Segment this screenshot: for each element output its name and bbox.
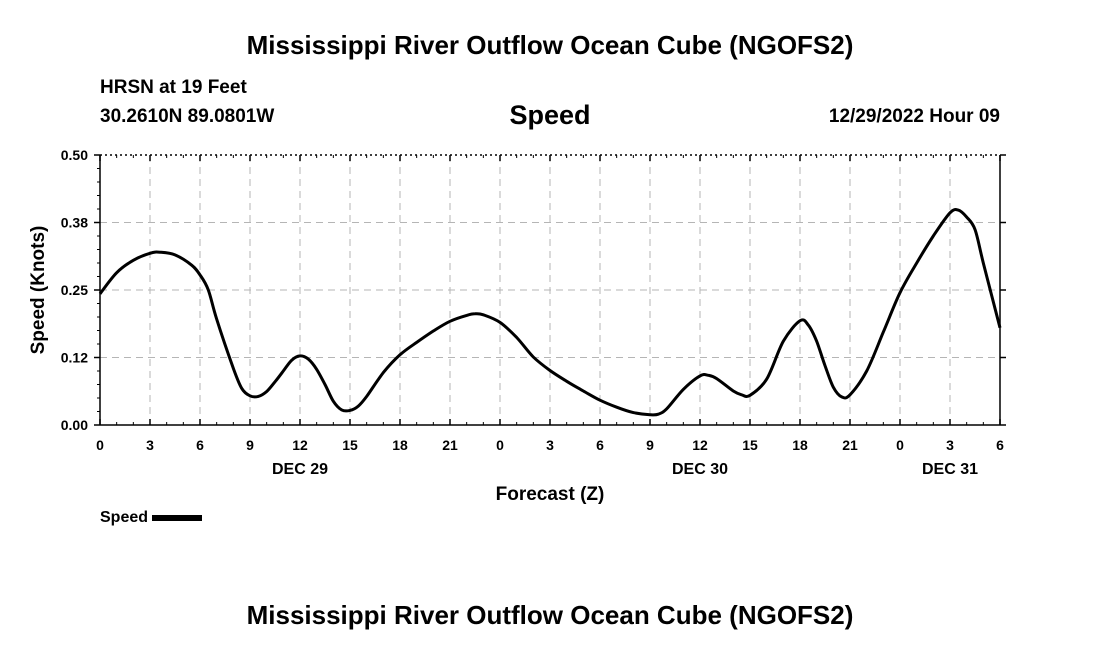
x-tick-label: 18 [792, 437, 808, 453]
y-tick-label: 0.00 [61, 417, 88, 433]
y-tick-label: 0.12 [61, 350, 88, 366]
x-tick-label: 9 [246, 437, 254, 453]
x-tick-label: 18 [392, 437, 408, 453]
x-tick-label: 15 [342, 437, 358, 453]
y-tick-label: 0.25 [61, 282, 88, 298]
x-tick-label: 0 [96, 437, 104, 453]
x-tick-label: 12 [692, 437, 708, 453]
date-label: DEC 31 [922, 461, 978, 478]
x-tick-label: 9 [646, 437, 654, 453]
station-coordinates: 30.2610N 89.0801W [100, 106, 275, 127]
y-tick-label: 0.50 [61, 147, 88, 163]
y-axis-label: Speed (Knots) [28, 226, 49, 355]
legend: Speed [100, 509, 203, 527]
x-tick-label: 3 [146, 437, 154, 453]
forecast-timestamp: 12/29/2022 Hour 09 [828, 106, 1000, 127]
station-name: HRSN at 19 Feet [100, 77, 247, 98]
legend-label: Speed [100, 509, 149, 526]
chart-subtitle: Speed [509, 100, 591, 130]
x-tick-label: 12 [292, 437, 308, 453]
legend-line-swatch [152, 515, 203, 521]
x-tick-label: 6 [196, 437, 204, 453]
speed-series-line [98, 208, 1002, 417]
x-axis-label: Forecast (Z) [496, 484, 605, 505]
x-tick-label: 0 [496, 437, 504, 453]
x-tick-label: 6 [996, 437, 1004, 453]
chart-title: Mississippi River Outflow Ocean Cube (NG… [246, 30, 854, 60]
x-tick-label: 6 [596, 437, 604, 453]
y-tick-label: 0.38 [61, 215, 88, 231]
x-tick-label: 3 [946, 437, 954, 453]
date-label: DEC 30 [672, 461, 728, 478]
x-tick-label: 21 [842, 437, 858, 453]
x-tick-label: 21 [442, 437, 458, 453]
x-tick-label: 0 [896, 437, 904, 453]
footer-title: Mississippi River Outflow Ocean Cube (NG… [246, 600, 854, 630]
x-tick-label: 15 [742, 437, 758, 453]
date-label: DEC 29 [272, 461, 328, 478]
x-tick-label: 3 [546, 437, 554, 453]
